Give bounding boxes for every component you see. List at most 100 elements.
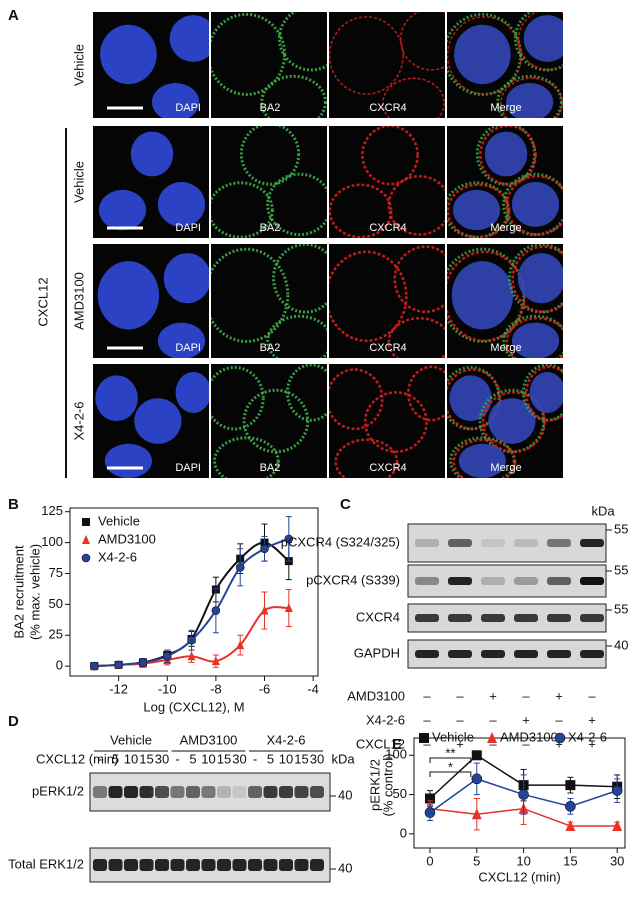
- membrane-cxcr4: [481, 391, 546, 453]
- point: [211, 606, 221, 615]
- channel-label: CXCR4: [369, 222, 406, 234]
- band: [415, 539, 439, 547]
- membrane-cxcr4: [505, 175, 563, 236]
- point: [611, 785, 623, 796]
- blot-strip: [407, 523, 607, 563]
- blot-label: pCXCR4 (S339): [306, 572, 400, 587]
- band: [514, 650, 538, 658]
- channel-label: Merge: [490, 342, 521, 354]
- panel-letter: B: [8, 496, 19, 513]
- legend-label: X4-2-6: [568, 729, 607, 744]
- band: [170, 859, 185, 871]
- band: [139, 859, 154, 871]
- image-bg: [329, 126, 445, 238]
- band: [139, 786, 154, 798]
- blot-strip: [407, 639, 607, 669]
- band: [93, 786, 107, 798]
- point: [82, 518, 90, 526]
- y-axis-label: (% control): [380, 754, 395, 817]
- treatment-label: AMD3100: [347, 688, 405, 703]
- point: [419, 733, 429, 743]
- x-axis-label: Log (CXCL12), M: [143, 699, 244, 714]
- point: [236, 640, 245, 650]
- x-tick-label: 0: [426, 853, 433, 868]
- band: [263, 859, 278, 871]
- micrograph: [93, 364, 209, 478]
- point: [471, 808, 482, 820]
- legend-label: AMD3100: [98, 531, 156, 546]
- band: [514, 614, 538, 622]
- nucleus: [157, 322, 206, 358]
- time-label: 15: [294, 751, 308, 766]
- time-label: 5: [189, 751, 196, 766]
- y-axis-label: pERK1/2: [367, 759, 382, 811]
- y-tick-label: 0: [56, 658, 63, 673]
- nucleus: [506, 83, 554, 118]
- nucleus: [104, 443, 152, 478]
- membrane-ba2: [502, 172, 563, 237]
- time-label: 10: [201, 751, 215, 766]
- blot-label: pCXCR4 (S324/325): [281, 534, 400, 549]
- point: [284, 603, 293, 613]
- band: [263, 786, 278, 798]
- size-marker: 55: [614, 521, 628, 536]
- nucleus: [169, 15, 209, 62]
- band: [448, 614, 472, 622]
- nucleus: [511, 322, 560, 358]
- band: [580, 614, 604, 622]
- x-tick-label: -8: [210, 681, 222, 696]
- micrograph: [447, 12, 563, 118]
- treatment-sign: +: [588, 712, 596, 727]
- micrograph: [329, 12, 445, 118]
- panel-letter: D: [8, 713, 19, 730]
- time-label: 10: [279, 751, 293, 766]
- band: [279, 786, 293, 798]
- point: [260, 605, 269, 615]
- row-label: AMD3100: [71, 272, 86, 330]
- membrane-ba2: [211, 247, 290, 343]
- band: [217, 859, 231, 871]
- point: [187, 651, 196, 661]
- membrane-cxcr4: [329, 16, 404, 95]
- treatment-sign: +: [489, 688, 497, 703]
- point: [425, 793, 435, 804]
- band: [294, 859, 309, 871]
- micrograph: [93, 244, 209, 358]
- y-tick-label: 75: [49, 565, 63, 580]
- x-tick-label: 15: [563, 853, 577, 868]
- panel-letter: E: [392, 736, 402, 753]
- band: [481, 614, 505, 622]
- band: [547, 650, 571, 658]
- nucleus: [157, 182, 206, 227]
- legend-label: Vehicle: [98, 513, 140, 528]
- membrane-cxcr4: [407, 365, 445, 422]
- membrane-cxcr4: [452, 438, 517, 478]
- image-bg: [211, 126, 327, 238]
- y-tick-label: 125: [41, 503, 63, 518]
- band: [580, 650, 604, 658]
- band: [310, 859, 324, 871]
- point: [518, 789, 529, 800]
- treatment-sign: +: [456, 736, 464, 751]
- nucleus: [97, 261, 160, 330]
- size-marker: 40: [338, 787, 352, 802]
- channel-label: DAPI: [175, 222, 201, 234]
- membrane-cxcr4: [382, 77, 445, 118]
- band: [415, 577, 439, 585]
- panel-letter: A: [8, 7, 19, 24]
- micrograph: [329, 244, 445, 358]
- point: [90, 661, 99, 671]
- point: [114, 660, 123, 670]
- micrograph: [211, 364, 327, 478]
- nucleus: [454, 24, 511, 85]
- x-tick-label: -4: [307, 681, 319, 696]
- membrane-cxcr4: [447, 250, 526, 342]
- band: [108, 786, 123, 798]
- y-axis-label: BA2 recruitment: [11, 545, 26, 639]
- y-tick-label: 100: [41, 534, 63, 549]
- panel-letter: C: [340, 496, 351, 513]
- time-label: 5: [112, 751, 119, 766]
- plot-frame: [69, 507, 319, 677]
- channel-label: Merge: [490, 222, 521, 234]
